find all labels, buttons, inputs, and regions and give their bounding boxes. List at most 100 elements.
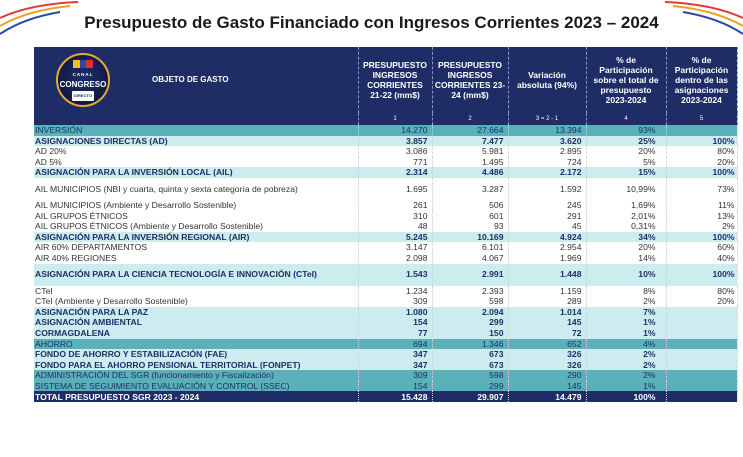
cell-v4: 1% <box>586 327 667 339</box>
cell-v2: 4.067 <box>432 252 509 264</box>
row-label: SISTEMA DE SEGUIMIENTO EVALUACIÓN Y CONT… <box>34 380 359 392</box>
row-label: ASIGNACIÓN PARA LA INVERSIÓN LOCAL (AIL) <box>34 167 359 178</box>
cell-v4: 2,01% <box>586 210 667 222</box>
table-row: AIL GRUPOS ÉTNICOS 310 601 291 2,01% 13% <box>34 210 738 222</box>
cell-v2: 10.169 <box>432 231 509 243</box>
header-presupuesto-21-22: PRESUPUESTO INGRESOS CORRIENTES 21-22 (m… <box>358 47 433 113</box>
cell-v3: 4.924 <box>508 231 587 243</box>
cell-v2: 506 <box>432 199 509 211</box>
cell-v4: 1% <box>586 380 667 392</box>
cell-v4: 2% <box>586 370 667 381</box>
cell-v4: 100% <box>586 391 667 403</box>
cell-v2: 3.287 <box>432 177 509 200</box>
table-row: CTeI (Ambiente y Desarrollo Sostenible) … <box>34 296 738 307</box>
cell-v1: 309 <box>358 296 433 307</box>
row-label: ASIGNACIONES DIRECTAS (AD) <box>34 135 359 147</box>
cell-v2: 6.101 <box>432 242 509 253</box>
header-num-1: 1 <box>358 113 433 125</box>
cell-v5 <box>666 359 738 371</box>
cell-v4: 14% <box>586 252 667 264</box>
cell-v4: 93% <box>586 125 667 136</box>
cell-v1: 1.234 <box>358 285 433 297</box>
row-label: AIL GRUPOS ÉTNICOS <box>34 210 359 222</box>
table-row-ad: ASIGNACIONES DIRECTAS (AD) 3.857 7.477 3… <box>34 135 738 147</box>
table-row-paz: ASIGNACIÓN PARA LA PAZ 1.080 2.094 1.014… <box>34 306 738 318</box>
row-label: AIL MUNICIPIOS (NBI y cuarta, quinta y s… <box>34 177 359 200</box>
decorative-swoosh-right <box>664 1 743 35</box>
cell-v5 <box>666 391 738 403</box>
table-body: INVERSIÓN 14.270 27.664 13.394 93% ASIGN… <box>34 125 738 403</box>
cell-v4: 2% <box>586 296 667 307</box>
cell-v1: 771 <box>358 156 433 168</box>
cell-v5 <box>666 370 738 381</box>
cell-v3: 2.172 <box>508 167 587 178</box>
cell-v2: 29.907 <box>432 391 509 403</box>
cell-v5: 60% <box>666 242 738 253</box>
header-num-5: 5 <box>666 113 738 125</box>
row-label: CTeI (Ambiente y Desarrollo Sostenible) <box>34 296 359 307</box>
table-row: AD 20% 3.086 5.981 2.895 20% 80% <box>34 146 738 157</box>
cell-v5: 100% <box>666 167 738 178</box>
row-label: ASIGNACIÓN PARA LA CIENCIA TECNOLOGÍA E … <box>34 263 359 286</box>
row-label: AIR 40% REGIONES <box>34 252 359 264</box>
cell-v3: 13.394 <box>508 125 587 136</box>
table-row: AIR 40% REGIONES 2.098 4.067 1.969 14% 4… <box>34 252 738 264</box>
table-row-fae: FONDO DE AHORRO Y ESTABILIZACIÓN (FAE) 3… <box>34 349 738 360</box>
header-num-4: 4 <box>586 113 667 125</box>
cell-v5: 80% <box>666 146 738 157</box>
table-row: CTeI 1.234 2.393 1.159 8% 80% <box>34 285 738 297</box>
cell-v5: 20% <box>666 296 738 307</box>
row-label: AIR 60% DEPARTAMENTOS <box>34 242 359 253</box>
table-row-cormagdalena: CORMAGDALENA 77 150 72 1% <box>34 327 738 339</box>
table-row-administracion: ADMINISTRACIÓN DEL SGR (funcionamiento y… <box>34 370 738 381</box>
cell-v4: 2% <box>586 349 667 360</box>
table-row-total: TOTAL PRESUPUESTO SGR 2023 - 2024 15.428… <box>34 391 738 403</box>
canal-congreso-logo: CANAL CONGRESO DIRECTO <box>56 53 110 107</box>
cell-v1: 347 <box>358 359 433 371</box>
cell-v3: 291 <box>508 210 587 222</box>
cell-v2: 4.486 <box>432 167 509 178</box>
cell-v2: 1.346 <box>432 338 509 350</box>
cell-v3: 245 <box>508 199 587 211</box>
cell-v4: 1,69% <box>586 199 667 211</box>
cell-v1: 261 <box>358 199 433 211</box>
row-label: TOTAL PRESUPUESTO SGR 2023 - 2024 <box>34 391 359 403</box>
header-num-3: 3 = 2 - 1 <box>508 113 587 125</box>
cell-v3: 326 <box>508 359 587 371</box>
cell-v2: 2.393 <box>432 285 509 297</box>
cell-v5: 73% <box>666 177 738 200</box>
table-row-ahorro: AHORRO 694 1.346 652 4% <box>34 338 738 350</box>
table-row: AD 5% 771 1.495 724 5% 20% <box>34 156 738 168</box>
cell-v1: 694 <box>358 338 433 350</box>
cell-v3: 1.448 <box>508 263 587 286</box>
cell-v5: 20% <box>666 156 738 168</box>
cell-v3: 289 <box>508 296 587 307</box>
cell-v2: 673 <box>432 349 509 360</box>
cell-v5 <box>666 349 738 360</box>
table-header-row: CANAL CONGRESO DIRECTO OBJETO DE GASTO P… <box>34 47 738 113</box>
row-label: ADMINISTRACIÓN DEL SGR (funcionamiento y… <box>34 370 359 381</box>
cell-v1: 3.857 <box>358 135 433 147</box>
cell-v3: 145 <box>508 380 587 392</box>
header-variacion: Variación absoluta (94%) <box>508 47 587 113</box>
decorative-swoosh-left <box>0 1 79 35</box>
row-label: AD 20% <box>34 146 359 157</box>
cell-v3: 14.479 <box>508 391 587 403</box>
table-row-ctei: ASIGNACIÓN PARA LA CIENCIA TECNOLOGÍA E … <box>34 263 738 286</box>
page-title: Presupuesto de Gasto Financiado con Ingr… <box>84 13 659 32</box>
cell-v1: 3.086 <box>358 146 433 157</box>
cell-v5 <box>666 338 738 350</box>
cell-v3: 72 <box>508 327 587 339</box>
cell-v2: 598 <box>432 296 509 307</box>
table-row-ambiental: ASIGNACIÓN AMBIENTAL 154 299 145 1% <box>34 317 738 328</box>
row-label: FONDO PARA EL AHORRO PENSIONAL TERRITORI… <box>34 359 359 371</box>
cell-v5: 2% <box>666 221 738 232</box>
header-num-empty <box>34 113 359 125</box>
logo-text-canal: CANAL <box>72 71 94 77</box>
row-label: ASIGNACIÓN AMBIENTAL <box>34 317 359 328</box>
cell-v2: 1.495 <box>432 156 509 168</box>
cell-v4: 20% <box>586 242 667 253</box>
table-row: AIL MUNICIPIOS (NBI y cuarta, quinta y s… <box>34 177 738 200</box>
cell-v3: 3.620 <box>508 135 587 147</box>
header-obj-label: OBJETO DE GASTO <box>152 75 229 84</box>
